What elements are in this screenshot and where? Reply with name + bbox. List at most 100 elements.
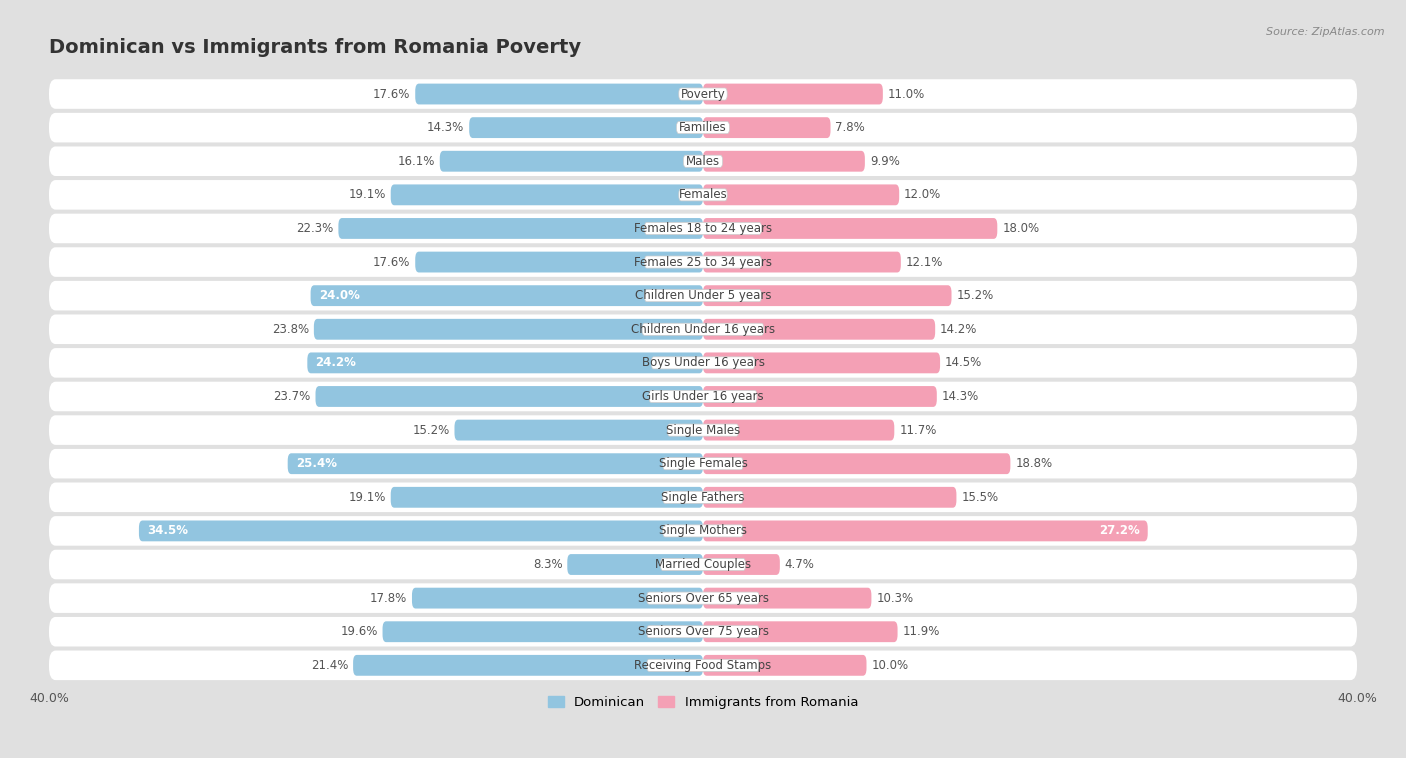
FancyBboxPatch shape: [382, 622, 703, 642]
FancyBboxPatch shape: [643, 323, 763, 335]
Text: 4.7%: 4.7%: [785, 558, 814, 571]
FancyBboxPatch shape: [703, 117, 831, 138]
Text: 24.2%: 24.2%: [315, 356, 356, 369]
FancyBboxPatch shape: [647, 625, 759, 637]
FancyBboxPatch shape: [49, 516, 1357, 546]
Text: 34.5%: 34.5%: [148, 525, 188, 537]
FancyBboxPatch shape: [470, 117, 703, 138]
FancyBboxPatch shape: [703, 252, 901, 272]
Text: 22.3%: 22.3%: [297, 222, 333, 235]
Text: Families: Families: [679, 121, 727, 134]
Text: Single Females: Single Females: [658, 457, 748, 470]
FancyBboxPatch shape: [415, 252, 703, 272]
FancyBboxPatch shape: [49, 146, 1357, 176]
FancyBboxPatch shape: [567, 554, 703, 575]
FancyBboxPatch shape: [49, 214, 1357, 243]
FancyBboxPatch shape: [49, 617, 1357, 647]
FancyBboxPatch shape: [440, 151, 703, 171]
FancyBboxPatch shape: [703, 521, 1147, 541]
Text: Source: ZipAtlas.com: Source: ZipAtlas.com: [1267, 27, 1385, 36]
FancyBboxPatch shape: [339, 218, 703, 239]
FancyBboxPatch shape: [703, 83, 883, 105]
Text: Girls Under 16 years: Girls Under 16 years: [643, 390, 763, 403]
FancyBboxPatch shape: [49, 483, 1357, 512]
FancyBboxPatch shape: [49, 449, 1357, 478]
FancyBboxPatch shape: [49, 348, 1357, 377]
FancyBboxPatch shape: [49, 650, 1357, 680]
FancyBboxPatch shape: [49, 113, 1357, 143]
FancyBboxPatch shape: [679, 189, 727, 201]
FancyBboxPatch shape: [703, 319, 935, 340]
FancyBboxPatch shape: [703, 587, 872, 609]
Text: 18.8%: 18.8%: [1015, 457, 1053, 470]
Text: 10.0%: 10.0%: [872, 659, 908, 672]
Text: 23.8%: 23.8%: [271, 323, 309, 336]
FancyBboxPatch shape: [703, 386, 936, 407]
Text: 17.6%: 17.6%: [373, 255, 411, 268]
FancyBboxPatch shape: [49, 281, 1357, 311]
Text: 19.6%: 19.6%: [340, 625, 378, 638]
FancyBboxPatch shape: [415, 83, 703, 105]
FancyBboxPatch shape: [314, 319, 703, 340]
Text: Single Males: Single Males: [666, 424, 740, 437]
Text: Seniors Over 65 years: Seniors Over 65 years: [637, 592, 769, 605]
Text: 14.3%: 14.3%: [942, 390, 979, 403]
FancyBboxPatch shape: [683, 155, 723, 168]
FancyBboxPatch shape: [703, 622, 897, 642]
FancyBboxPatch shape: [662, 491, 744, 503]
Text: Boys Under 16 years: Boys Under 16 years: [641, 356, 765, 369]
Text: 19.1%: 19.1%: [349, 490, 385, 504]
Text: 8.3%: 8.3%: [533, 558, 562, 571]
Text: 15.2%: 15.2%: [412, 424, 450, 437]
Text: 27.2%: 27.2%: [1099, 525, 1139, 537]
FancyBboxPatch shape: [647, 592, 759, 604]
FancyBboxPatch shape: [311, 285, 703, 306]
Text: 19.1%: 19.1%: [349, 188, 385, 202]
Text: Single Mothers: Single Mothers: [659, 525, 747, 537]
Text: 17.6%: 17.6%: [373, 87, 411, 101]
Text: 11.9%: 11.9%: [903, 625, 939, 638]
Text: 21.4%: 21.4%: [311, 659, 349, 672]
FancyBboxPatch shape: [679, 88, 727, 100]
Text: 11.7%: 11.7%: [900, 424, 936, 437]
FancyBboxPatch shape: [647, 659, 759, 672]
Text: Single Fathers: Single Fathers: [661, 490, 745, 504]
Text: 16.1%: 16.1%: [398, 155, 434, 168]
FancyBboxPatch shape: [49, 550, 1357, 579]
FancyBboxPatch shape: [662, 525, 744, 537]
FancyBboxPatch shape: [391, 487, 703, 508]
Text: Children Under 5 years: Children Under 5 years: [634, 289, 772, 302]
Text: Married Couples: Married Couples: [655, 558, 751, 571]
FancyBboxPatch shape: [49, 180, 1357, 210]
FancyBboxPatch shape: [49, 415, 1357, 445]
FancyBboxPatch shape: [661, 559, 745, 571]
Text: Females: Females: [679, 188, 727, 202]
FancyBboxPatch shape: [662, 458, 744, 470]
FancyBboxPatch shape: [703, 487, 956, 508]
FancyBboxPatch shape: [315, 386, 703, 407]
Text: 23.7%: 23.7%: [273, 390, 311, 403]
FancyBboxPatch shape: [644, 290, 762, 302]
FancyBboxPatch shape: [703, 151, 865, 171]
FancyBboxPatch shape: [668, 424, 738, 436]
Text: 14.3%: 14.3%: [427, 121, 464, 134]
Text: Children Under 16 years: Children Under 16 years: [631, 323, 775, 336]
FancyBboxPatch shape: [703, 352, 941, 373]
Text: 7.8%: 7.8%: [835, 121, 865, 134]
Text: Receiving Food Stamps: Receiving Food Stamps: [634, 659, 772, 672]
Text: 14.5%: 14.5%: [945, 356, 983, 369]
FancyBboxPatch shape: [703, 184, 900, 205]
Text: 10.3%: 10.3%: [876, 592, 914, 605]
Text: 17.8%: 17.8%: [370, 592, 408, 605]
FancyBboxPatch shape: [650, 390, 756, 402]
Text: Males: Males: [686, 155, 720, 168]
FancyBboxPatch shape: [49, 382, 1357, 412]
Text: 12.0%: 12.0%: [904, 188, 942, 202]
FancyBboxPatch shape: [391, 184, 703, 205]
FancyBboxPatch shape: [676, 121, 730, 133]
FancyBboxPatch shape: [651, 357, 755, 369]
FancyBboxPatch shape: [703, 453, 1011, 474]
Text: 14.2%: 14.2%: [941, 323, 977, 336]
FancyBboxPatch shape: [644, 222, 762, 234]
FancyBboxPatch shape: [353, 655, 703, 675]
